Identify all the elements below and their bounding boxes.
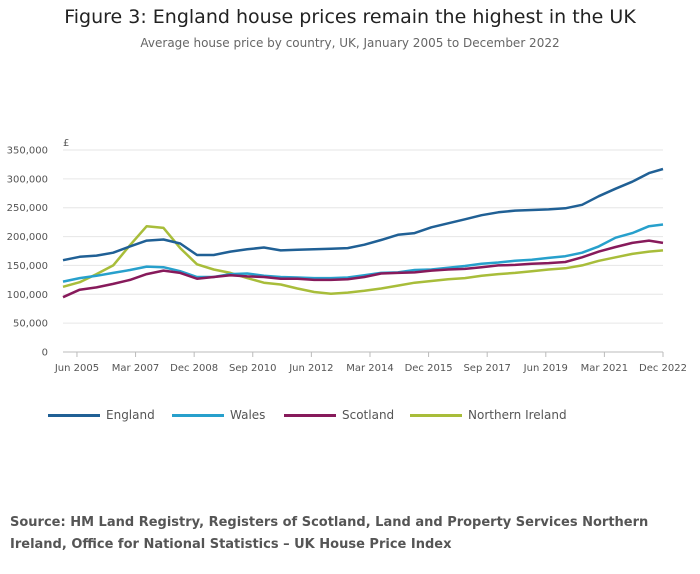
legend-label-scotland: Scotland: [342, 408, 395, 422]
legend-swatch-northern-ireland: [410, 414, 462, 417]
legend-item-england: England: [48, 408, 155, 422]
x-tick-label: Mar 2021: [581, 363, 629, 374]
x-tick-label: Mar 2007: [112, 363, 160, 374]
series-line-scotland: [62, 239, 664, 299]
legend-item-wales: Wales: [172, 408, 265, 422]
series-lines: [62, 167, 664, 299]
legend-item-northern-ireland: Northern Ireland: [410, 408, 567, 422]
x-tick-label: Jun 2012: [288, 363, 333, 374]
legend-label-northern-ireland: Northern Ireland: [468, 408, 567, 422]
y-tick-label: 300,000: [7, 174, 48, 185]
grid-lines: [63, 149, 663, 353]
source-note: Source: HM Land Registry, Registers of S…: [10, 515, 649, 552]
legend-label-england: England: [106, 408, 155, 422]
y-tick-label: 150,000: [7, 261, 48, 272]
x-tick-label: Dec 2015: [405, 363, 453, 374]
x-tick-label: Sep 2010: [229, 363, 276, 374]
y-tick-label: 50,000: [13, 319, 48, 330]
y-axis-ticks: 350,000 300,000 250,000 200,000 150,000 100,0…: [7, 146, 48, 359]
x-tick-label: Dec 2022: [639, 363, 687, 374]
x-tick-label: Sep 2017: [463, 363, 510, 374]
y-tick-label: 100,000: [7, 290, 48, 301]
x-tick-label: Jun 2005: [54, 363, 99, 374]
legend-swatch-england: [48, 414, 100, 417]
legend-item-scotland: Scotland: [284, 408, 394, 422]
y-tick-label: 200,000: [7, 232, 48, 243]
x-tick-label: Dec 2008: [170, 363, 218, 374]
x-axis-ticks: Jun 2005 Mar 2007 Dec 2008 Sep 2010 Jun 2012…: [54, 352, 687, 374]
series-line-england: [62, 167, 664, 262]
y-axis-label: £: [63, 138, 69, 149]
x-tick-label: Jun 2019: [523, 363, 568, 374]
y-tick-label: 350,000: [7, 146, 48, 157]
line-chart: £ 350,000 300,000 250,000 200,000 150,000 100…: [7, 138, 687, 374]
chart-title: Figure 3: England house prices remain th…: [64, 6, 636, 28]
legend-swatch-scotland: [284, 414, 336, 417]
chart-subtitle: Average house price by country, UK, Janu…: [140, 36, 560, 50]
series-line-northern-ireland: [62, 224, 664, 295]
legend-label-wales: Wales: [230, 408, 266, 422]
legend-swatch-wales: [172, 414, 224, 417]
y-tick-label: 250,000: [7, 203, 48, 214]
x-tick-label: Mar 2014: [346, 363, 394, 374]
y-tick-label: 0: [42, 348, 48, 359]
series-line-wales: [62, 223, 664, 283]
